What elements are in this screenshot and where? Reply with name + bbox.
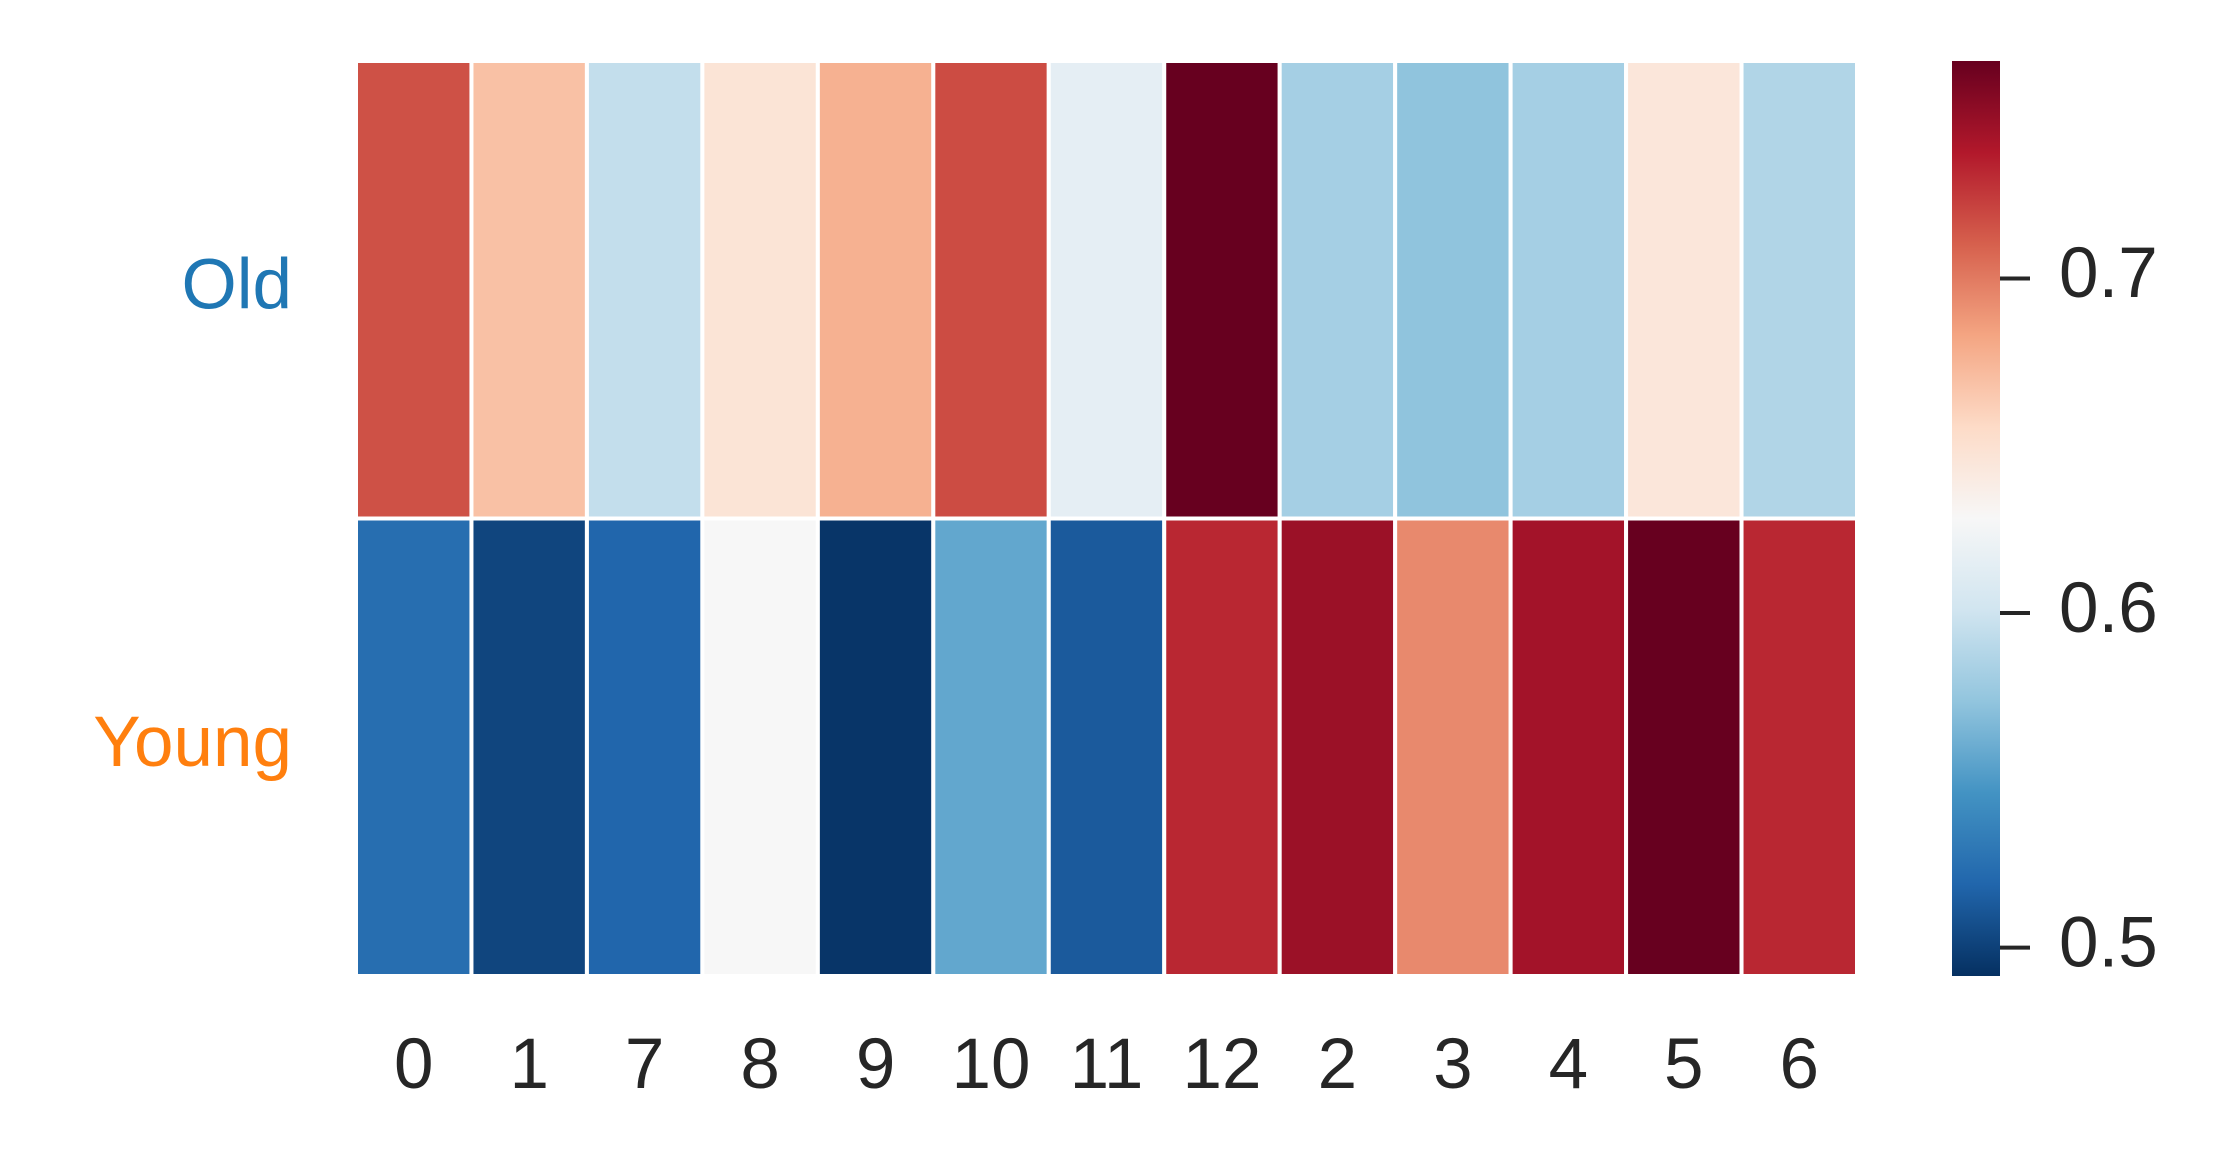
x-tick-label: 2: [1318, 1025, 1358, 1104]
heatmap-cell: [1162, 516, 1282, 978]
y-tick-label: Old: [182, 246, 293, 325]
heatmap-cell: [469, 59, 589, 521]
heatmap-cell: [1046, 516, 1167, 978]
heatmap-cell: [931, 516, 1051, 978]
heatmap-cell: [1739, 59, 1859, 521]
x-tick-label: 11: [1070, 1025, 1144, 1104]
heatmap-cell: [700, 516, 820, 978]
heatmap-cell: [1393, 516, 1513, 978]
heatmap-cell: [1508, 59, 1629, 521]
heatmap-cell: [815, 59, 936, 521]
heatmap-cell: [354, 59, 474, 521]
colorbar-tick-label: 0.6: [2059, 569, 2158, 648]
colorbar-tick-label: 0.5: [2059, 903, 2158, 982]
y-tick-label: Young: [93, 703, 292, 782]
heatmap-cell: [1624, 59, 1744, 521]
heatmap-cell: [700, 59, 820, 521]
x-tick-label: 3: [1433, 1025, 1473, 1104]
x-tick-label: 0: [394, 1025, 434, 1104]
x-tick-label: 12: [1182, 1025, 1261, 1104]
heatmap-cell: [469, 516, 589, 978]
heatmap-cell: [1393, 59, 1513, 521]
heatmap-cell: [1277, 516, 1398, 978]
x-tick-label: 8: [740, 1025, 780, 1104]
heatmap-cell: [1046, 59, 1167, 521]
heatmap-cell: [931, 59, 1051, 521]
heatmap-cell: [584, 59, 705, 521]
heatmap-cell: [1739, 516, 1859, 978]
x-tick-label: 1: [509, 1025, 549, 1104]
heatmap-cell: [815, 516, 936, 978]
heatmap-cell: [354, 516, 474, 978]
x-tick-label: 6: [1780, 1025, 1820, 1104]
colorbar: [1952, 61, 2000, 976]
heatmap-cell: [1624, 516, 1744, 978]
x-tick-label: 7: [625, 1025, 665, 1104]
x-tick-label: 4: [1549, 1025, 1589, 1104]
heatmap-cell: [1162, 59, 1282, 521]
x-tick-label: 10: [952, 1025, 1031, 1104]
x-tick-label: 5: [1664, 1025, 1704, 1104]
heatmap-cell: [1508, 516, 1629, 978]
heatmap-cell: [584, 516, 705, 978]
x-tick-label: 9: [856, 1025, 896, 1104]
heatmap-cell: [1277, 59, 1398, 521]
colorbar-tick-label: 0.7: [2059, 234, 2158, 313]
